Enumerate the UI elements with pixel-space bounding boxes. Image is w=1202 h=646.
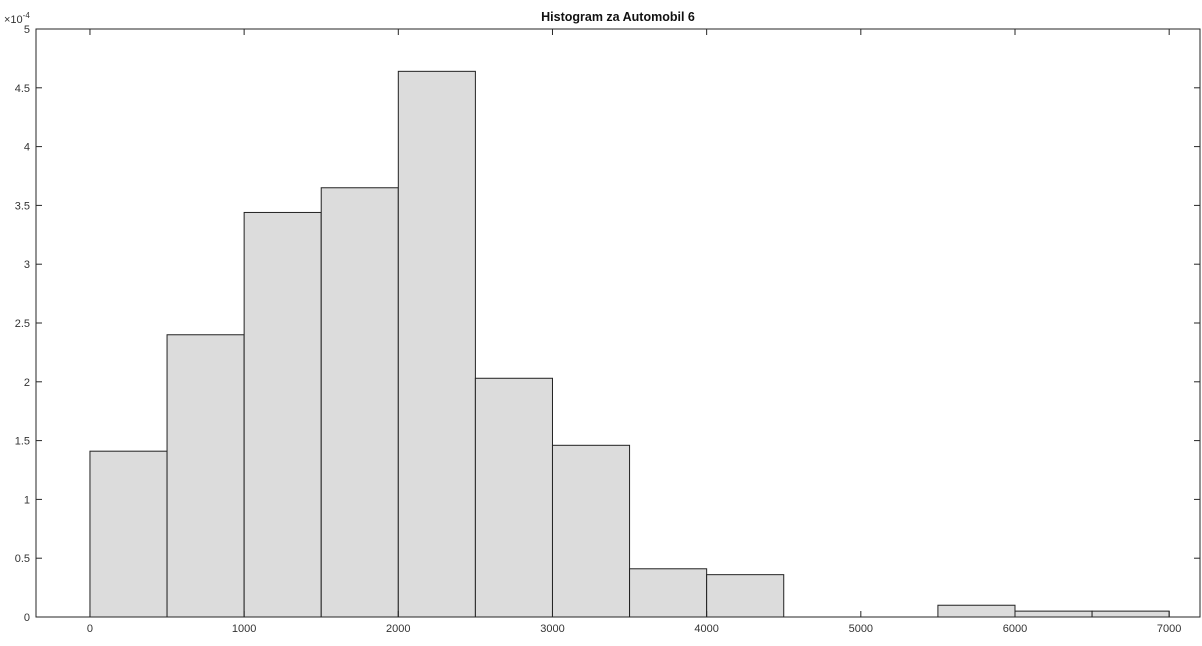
histogram-bar [243,211,322,618]
y-tick-label: 1 [24,494,30,506]
x-tick-label: 1000 [232,623,256,635]
x-tick-label: 5000 [849,623,873,635]
histogram-bar [551,444,631,618]
y-tick-label: 1.5 [15,436,30,448]
plot-area-frame [35,28,1201,618]
y-tick-label: 5 [24,24,30,36]
histogram-bar [89,450,168,618]
histogram-bar [320,187,399,618]
bars-group [89,70,1170,618]
y-exponent-power: -4 [23,11,31,20]
x-tick-label: 2000 [386,623,410,635]
histogram-bar [166,334,245,618]
y-tick-label: 0.5 [15,553,30,565]
x-tick-label: 3000 [540,623,564,635]
histogram-bar [1014,610,1093,618]
histogram-bar [937,604,1016,618]
y-tick-label: 4 [24,142,30,154]
y-tick-label: 2.5 [15,318,30,330]
y-tick-label: 2 [24,377,30,389]
chart-title: Histogram za Automobil 6 [541,10,695,24]
histogram-bar [629,568,708,618]
histogram-bar [397,70,476,618]
x-tick-label: 7000 [1157,623,1181,635]
y-tick-label: 0 [24,612,30,624]
y-exponent-base: ×10 [4,14,23,26]
y-tick-label: 3.5 [15,200,30,212]
histogram-bar [1091,610,1170,618]
ticks-group: 0 1000 2000 3000 4000 5000 6000 7000 0 0.5 1 1.5 2 2.… [15,24,1200,635]
y-tick-label: 4.5 [15,83,30,95]
y-exponent-label: ×10-4 [4,11,30,26]
x-tick-label: 6000 [1003,623,1027,635]
x-tick-label: 0 [87,623,93,635]
histogram-bar [706,574,785,618]
histogram-bar [474,377,553,618]
x-tick-label: 4000 [694,623,718,635]
y-tick-label: 3 [24,259,30,271]
